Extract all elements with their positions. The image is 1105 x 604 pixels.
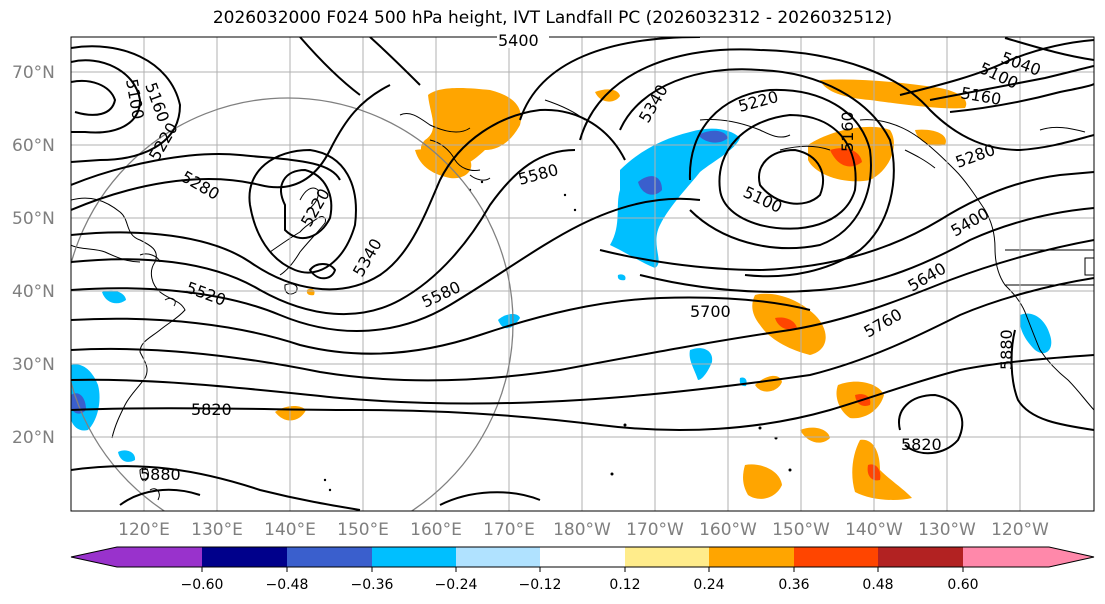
lon-label: 120°W [991, 520, 1049, 540]
colorbar-segment [372, 547, 457, 567]
colorbar-outline [70, 546, 1095, 568]
lat-label: 50°N [12, 209, 55, 229]
colorbar-segment [878, 547, 963, 567]
colorbar-segment [287, 547, 372, 567]
lon-label: 120°E [118, 520, 170, 540]
colorbar-tick-label: 0.12 [609, 577, 640, 593]
colorbar-segment [709, 547, 794, 567]
lon-label: 150°E [337, 520, 389, 540]
colorbar-tick-label: −0.36 [351, 577, 394, 593]
contour-label: 5820 [901, 435, 942, 454]
lon-label: 140°E [264, 520, 316, 540]
colorbar-segment [540, 547, 625, 567]
colorbar-segment [202, 547, 287, 567]
chart-title: 2026032000 F024 500 hPa height, IVT Land… [212, 8, 893, 28]
map-border [70, 36, 1095, 512]
contour-label: 5820 [191, 400, 232, 419]
lon-label: 130°E [191, 520, 243, 540]
colorbar-tick-label: 0.60 [947, 577, 978, 593]
colorbar-tick-label: 0.36 [778, 577, 809, 593]
lon-label: 160°E [410, 520, 462, 540]
lat-label: 30°N [12, 355, 55, 375]
lon-label: 150°W [772, 520, 830, 540]
colorbar-segment [963, 547, 1050, 567]
colorbar-under-arrow [71, 547, 117, 567]
colorbar-segment [117, 547, 203, 567]
lat-label: 40°N [12, 282, 55, 302]
height-contours [71, 37, 1094, 511]
latitude-labels: 70°N 60°N 50°N 40°N 30°N 20°N [12, 63, 55, 448]
lon-label: 180°W [553, 520, 611, 540]
colorbar-segment [794, 547, 879, 567]
lon-label: 140°W [845, 520, 903, 540]
colorbar-tick-label: 0.48 [862, 577, 893, 593]
contour-label: 5880 [140, 465, 181, 484]
landfall-region-circle [71, 97, 514, 511]
colorbar: −0.60 −0.48 −0.36 −0.24 −0.12 0.12 0.24 … [70, 546, 1095, 593]
contour-label: 5160 [838, 111, 857, 152]
colorbar-tick-label: −0.48 [266, 577, 309, 593]
contour-label: 5880 [997, 329, 1016, 370]
colorbar-segment [625, 547, 710, 567]
colorbar-tick-label: 0.24 [693, 577, 724, 593]
lon-label: 170°E [483, 520, 535, 540]
lat-label: 60°N [12, 136, 55, 156]
colorbar-tick-label: −0.12 [519, 577, 562, 593]
lat-label: 70°N [12, 63, 55, 83]
longitude-labels: 120°E 130°E 140°E 150°E 160°E 170°E 180°… [118, 520, 1049, 540]
lon-label: 130°W [918, 520, 976, 540]
colorbar-tick-label: −0.60 [181, 577, 224, 593]
graticule [71, 37, 1094, 511]
colorbar-segment [456, 547, 541, 567]
contour-label: 5400 [498, 31, 539, 50]
lat-label: 20°N [12, 428, 55, 448]
lon-label: 160°W [699, 520, 757, 540]
contour-label: 5700 [690, 302, 731, 321]
colorbar-tick-label: −0.24 [435, 577, 478, 593]
colorbar-over-arrow [1049, 547, 1094, 567]
lon-label: 170°W [626, 520, 684, 540]
